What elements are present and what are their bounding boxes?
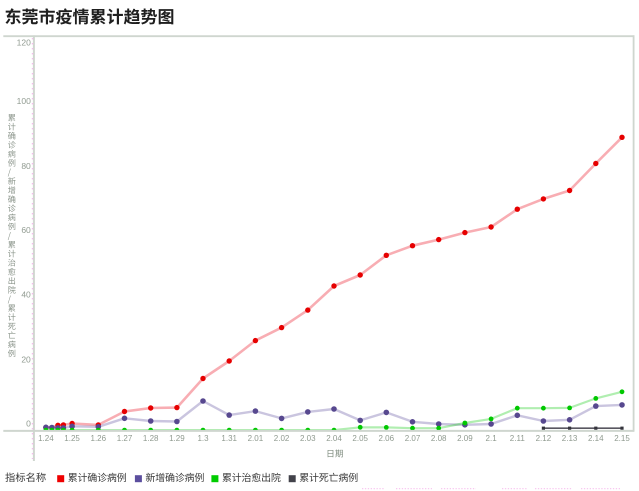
svg-text:1.28: 1.28	[143, 434, 159, 443]
svg-text:2.03: 2.03	[300, 434, 316, 443]
svg-text:1.25: 1.25	[64, 434, 80, 443]
svg-text:2.06: 2.06	[379, 434, 395, 443]
svg-text:2.1: 2.1	[486, 434, 498, 443]
svg-text:60: 60	[21, 225, 31, 235]
svg-text:1.29: 1.29	[169, 434, 185, 443]
svg-text:2.13: 2.13	[562, 434, 578, 443]
svg-text:2.05: 2.05	[352, 434, 368, 443]
svg-text:2.08: 2.08	[431, 434, 447, 443]
svg-text:2.12: 2.12	[536, 434, 552, 443]
svg-text:2.04: 2.04	[326, 434, 342, 443]
svg-text:1.26: 1.26	[91, 434, 107, 443]
svg-text:2.01: 2.01	[248, 434, 264, 443]
svg-text:2.14: 2.14	[588, 434, 604, 443]
svg-text:1.27: 1.27	[117, 434, 133, 443]
svg-text:1.31: 1.31	[221, 434, 237, 443]
svg-text:2.15: 2.15	[614, 434, 630, 443]
svg-text:2.02: 2.02	[274, 434, 290, 443]
svg-text:2.11: 2.11	[510, 434, 526, 443]
svg-text:1.24: 1.24	[38, 434, 54, 443]
svg-text:120: 120	[17, 38, 31, 48]
svg-text:100: 100	[17, 96, 31, 106]
svg-text:2.09: 2.09	[457, 434, 473, 443]
svg-text:2.07: 2.07	[405, 434, 421, 443]
svg-text:20: 20	[21, 354, 31, 364]
svg-text:1.3: 1.3	[197, 434, 209, 443]
svg-text:40: 40	[21, 289, 31, 299]
svg-text:80: 80	[21, 161, 31, 171]
svg-text:0: 0	[26, 419, 31, 429]
